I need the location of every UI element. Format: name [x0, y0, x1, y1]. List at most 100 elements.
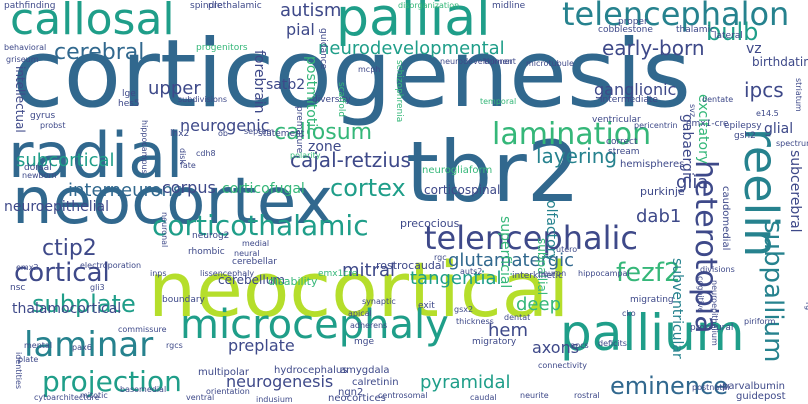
word-autism: autism	[280, 0, 342, 21]
word-pallium: pallium	[560, 304, 745, 362]
word-mitral: mitral	[342, 260, 396, 281]
word-emx2: emx2	[16, 263, 39, 272]
word-striatum: striatum	[794, 78, 803, 112]
word-orientation: orientation	[206, 387, 250, 396]
word-statement: statement	[258, 129, 305, 139]
word-midline: midline	[492, 1, 526, 11]
word-cko: cko	[622, 309, 636, 318]
word-correct: correct	[606, 137, 638, 147]
word-pial: pial	[286, 20, 315, 39]
word-plate: plate	[18, 355, 39, 364]
word-dorsal: dorsal	[24, 163, 52, 173]
word-neuron: neuron	[538, 269, 567, 278]
word-thalamocortical: thalamocortical	[12, 301, 122, 317]
word-satb2: satb2	[266, 77, 306, 93]
word-subdivisions: subdivisions	[178, 95, 228, 104]
word-progenitors: progenitors	[196, 43, 248, 53]
word-pax6: pax6	[72, 343, 92, 352]
word-lamination: lamination	[492, 117, 652, 152]
word-ipcs: ipcs	[744, 78, 784, 102]
word-cognitive: cognitive	[696, 276, 705, 313]
word-epilepsy: epilepsy	[724, 121, 762, 131]
word-migrating: migrating	[630, 295, 674, 305]
word-parvalbumin: parvalbumin	[722, 381, 785, 392]
word-mitotic: mitotic	[80, 391, 108, 400]
word-e14-5: e14.5	[756, 109, 779, 118]
word-thinner: thinner	[484, 57, 513, 66]
word-neocortical: neocortical	[148, 245, 570, 334]
word-auts2: auts2	[460, 267, 483, 276]
word-behavioral: behavioral	[4, 43, 47, 52]
word-temporal: temporal	[480, 97, 517, 106]
word-subcerebral: subcerebral	[787, 150, 803, 233]
word-electroporation: electroporation	[80, 261, 142, 270]
word-fezf2: fezf2	[616, 258, 681, 288]
word-corticogenesis: corticogenesis	[12, 20, 691, 129]
word-precocious: precocious	[400, 217, 460, 230]
word-piriform: piriform	[744, 317, 776, 326]
word-dentate: dentate	[702, 95, 734, 104]
word-corticofugal: corticofugal	[222, 181, 305, 197]
word-postnatal: postnatal	[692, 383, 730, 392]
word-disorganization: disorganization	[398, 1, 460, 10]
word-guidepost: guidepost	[736, 391, 786, 402]
word-basomedial: basomedial	[120, 385, 167, 394]
word-pericentrin: pericentrin	[634, 121, 678, 130]
word-pallial: pallial	[336, 0, 491, 48]
word-gli3: gli3	[90, 283, 105, 292]
word-rgc: rgc	[434, 253, 447, 262]
word-calretinin: calretinin	[352, 377, 399, 388]
word-cerebral: cerebral	[54, 40, 145, 65]
word-hippocampus: hippocampus	[140, 120, 149, 174]
word-birthdating: birthdating	[752, 55, 808, 69]
word-corpus: corpus	[162, 178, 216, 197]
word-connectivity: connectivity	[538, 361, 587, 370]
word-rostral: rostral	[574, 391, 600, 400]
word-amygdala: amygdala	[340, 365, 390, 376]
word-neuroepithelial: neuroepithelial	[4, 199, 109, 215]
word-mge: mge	[354, 337, 375, 347]
word-neocortices: neocortices	[328, 393, 386, 404]
word-neurog2: neurog2	[192, 231, 230, 241]
word-neurogenesis: neurogenesis	[226, 372, 334, 391]
word-axons: axons	[532, 338, 580, 357]
word-telencephalic: telencephalic	[424, 219, 638, 257]
word-corticospinal: corticospinal	[424, 183, 501, 197]
word-deficits: deficits	[598, 339, 627, 348]
word-divisions: divisions	[700, 265, 735, 274]
word-fate: fate	[180, 161, 196, 170]
word-prethalamic: prethalamic	[208, 1, 262, 11]
word-neural: neural	[234, 249, 260, 258]
word-purkinje: purkinje	[640, 185, 685, 198]
word-excitatory: excitatory	[695, 94, 711, 165]
word-dentat: dentat	[504, 313, 531, 322]
word-caudal: caudal	[470, 393, 497, 402]
word-boundary: boundary	[162, 295, 205, 305]
word-microtubule: microtubule	[526, 59, 574, 68]
word-zone: zone	[308, 139, 342, 155]
word-thickness: thickness	[456, 317, 494, 326]
word-apical: apical	[348, 309, 372, 318]
word-lissencephaly: lissencephaly	[200, 269, 255, 278]
word-tangential: tangential	[410, 268, 502, 289]
word-ganglionic: ganglionic	[594, 80, 677, 99]
word-caudomedial: caudomedial	[720, 186, 731, 251]
word-npcs: npcs	[570, 341, 589, 350]
word-telencephalon: telencephalon	[562, 0, 790, 33]
word-glutamatergic: glutamatergic	[448, 250, 575, 271]
word-deep: deep	[516, 294, 561, 315]
word-ngn2: ngn2	[338, 387, 364, 398]
word-lge: lge	[122, 89, 136, 99]
word-rostrocaudal: rostrocaudal	[376, 259, 445, 272]
word-emx1cre: emx1cre	[318, 269, 358, 279]
word-indusium: indusium	[256, 395, 293, 404]
word-synaptic: synaptic	[362, 297, 396, 306]
word-disability: disability	[268, 275, 318, 288]
word-septum: septum	[244, 127, 275, 136]
word-callosal: callosal	[10, 0, 175, 45]
word-cerebellar: cerebellar	[232, 257, 277, 267]
word-preplate: preplate	[228, 336, 295, 355]
word-gyrus: gyrus	[30, 111, 56, 121]
word-lateral: lateral	[714, 31, 743, 41]
